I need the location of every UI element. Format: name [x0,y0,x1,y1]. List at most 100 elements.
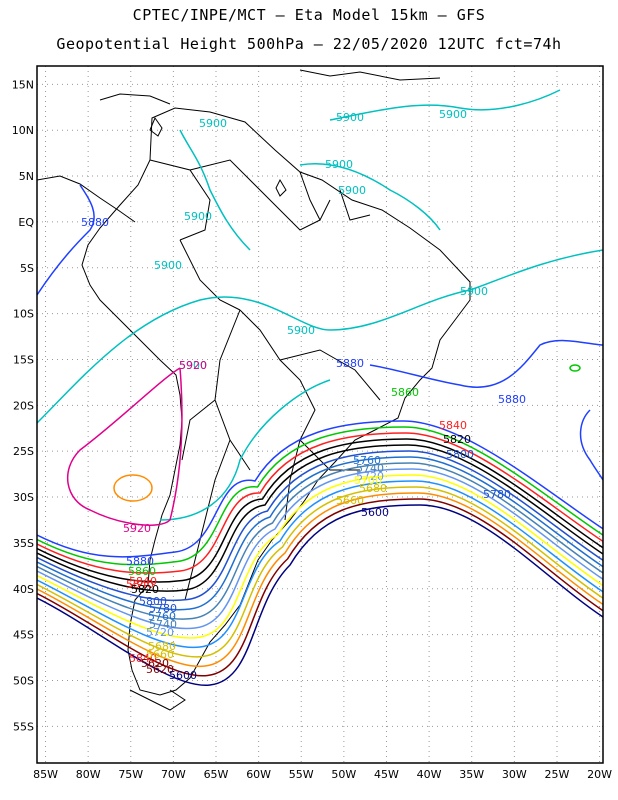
contour-5780 [37,450,603,602]
lon-tick-label: 30W [502,768,527,781]
lon-tick-label: 65W [204,768,229,781]
contour-label: 5660 [146,648,174,661]
latitude-labels: 15N 10N 5N EQ 5S 10S 15S 20S 25S 30S 35S 40S 45S 50S 5… [12,78,35,733]
lon-tick-label: 35W [459,768,484,781]
contour-5880-east [369,339,603,388]
lat-tick-label: 55S [13,720,34,733]
lat-tick-label: 10S [13,308,34,321]
contour-label: 5740 [356,462,384,475]
contour-5740 [37,462,603,620]
lon-tick-label: 70W [161,768,186,781]
map-title: CPTEC/INPE/MCT – Eta Model 15km – GFS [132,6,486,24]
contour-label: 5840 [126,578,154,591]
contour-label: 5880 [81,216,109,229]
contour-5640 [37,492,603,667]
contour-label: 5760 [148,610,176,623]
lat-tick-label: 15N [12,78,34,91]
contour-5880 [37,420,603,558]
lat-tick-label: 25S [13,445,34,458]
lon-tick-label: 80W [76,768,101,781]
contour-label: 5800 [139,595,167,608]
contour-5600 [37,504,603,686]
contour-label: 5900 [325,158,353,171]
lon-tick-label: 25W [545,768,570,781]
contour-5700 [37,474,603,639]
contour-label: 5840 [129,575,157,588]
lat-tick-label: 40S [13,583,34,596]
lat-tick-label: 10N [12,124,34,137]
contour-label: 5740 [149,618,177,631]
contour-label: 5900 [154,259,182,272]
contour-lines [37,89,603,686]
contour-label: 5880 [336,357,364,370]
contour-5720 [37,468,603,630]
contour-label: 5820 [443,433,471,446]
contour-label: 5860 [128,565,156,578]
contour-5760 [37,456,603,611]
contour-5900-amazon [299,163,441,231]
contour-label: 5900 [439,108,467,121]
lat-tick-label: 5N [19,170,34,183]
contour-5880-west [37,184,95,296]
contour-5800 [37,444,603,592]
contour-label: 5780 [149,602,177,615]
graticule [37,66,603,763]
lon-tick-label: 45W [374,768,399,781]
contour-label: 5880 [498,393,526,406]
contour-label: 5920 [123,522,151,535]
contour-label: 5620 [141,657,169,670]
contour-label: 5900 [184,210,212,223]
contour-5860 [37,426,603,566]
contour-label: 5720 [356,470,384,483]
map-subtitle: Geopotential Height 500hPa – 22/05/2020 … [56,35,562,53]
contour-label: 5760 [353,454,381,467]
contour-label: 5880 [126,555,154,568]
contour-label: 5900 [336,111,364,124]
contour-5680 [37,480,603,649]
contour-5820 [37,438,603,583]
lat-tick-label: 5S [20,262,34,275]
lon-tick-label: 60W [246,768,271,781]
contour-label: 5860 [391,386,419,399]
contour-label: 5900 [199,117,227,130]
lat-tick-label: 15S [13,353,34,366]
contour-label: 5720 [146,626,174,639]
lat-tick-label: EQ [18,216,34,229]
contour-5840 [37,432,603,574]
contour-5900-north [179,129,251,251]
contour-label: 5680 [148,640,176,653]
contour-label: 5900 [179,359,207,372]
contour-label: 5800 [446,448,474,461]
lon-tick-label: 75W [118,768,143,781]
map-frame [36,65,604,764]
lat-tick-label: 20S [13,399,34,412]
lon-tick-label: 55W [289,768,314,781]
coastlines [37,69,471,711]
lon-tick-label: 20W [587,768,612,781]
contour-5660 [37,486,603,658]
contour-label: 5700 [354,474,382,487]
lon-tick-label: 40W [417,768,442,781]
contour-label: 5920 [179,359,207,372]
contour-label: 5900 [460,285,488,298]
contour-5920-high [66,367,183,526]
contour-label: 5840 [439,419,467,432]
contour-closed-high [113,474,153,502]
contour-label: 5660 [336,494,364,507]
contour-5900-atlantic [329,89,561,121]
contour-5900-chile [159,379,331,521]
contour-label: 5780 [483,488,511,501]
lon-tick-label: 85W [33,768,58,781]
lon-tick-label: 50W [331,768,356,781]
contour-labels: 5900 5900 5900 5900 5900 5900 5900 5900 5900 5900… [81,108,526,682]
contour-5900-south [37,249,603,424]
contour-label: 5680 [359,482,387,495]
lat-tick-label: 30S [13,491,34,504]
contour-label: 5820 [131,583,159,596]
contour-label: 5620 [146,663,174,676]
longitude-labels: 85W 80W 75W 70W 65W 60W 55W 50W 45W 40W 35W 30W 25W 2… [33,768,612,781]
contour-label: 5900 [338,184,366,197]
contour-label: 5840 [129,652,157,665]
contour-small-closed [569,364,581,372]
